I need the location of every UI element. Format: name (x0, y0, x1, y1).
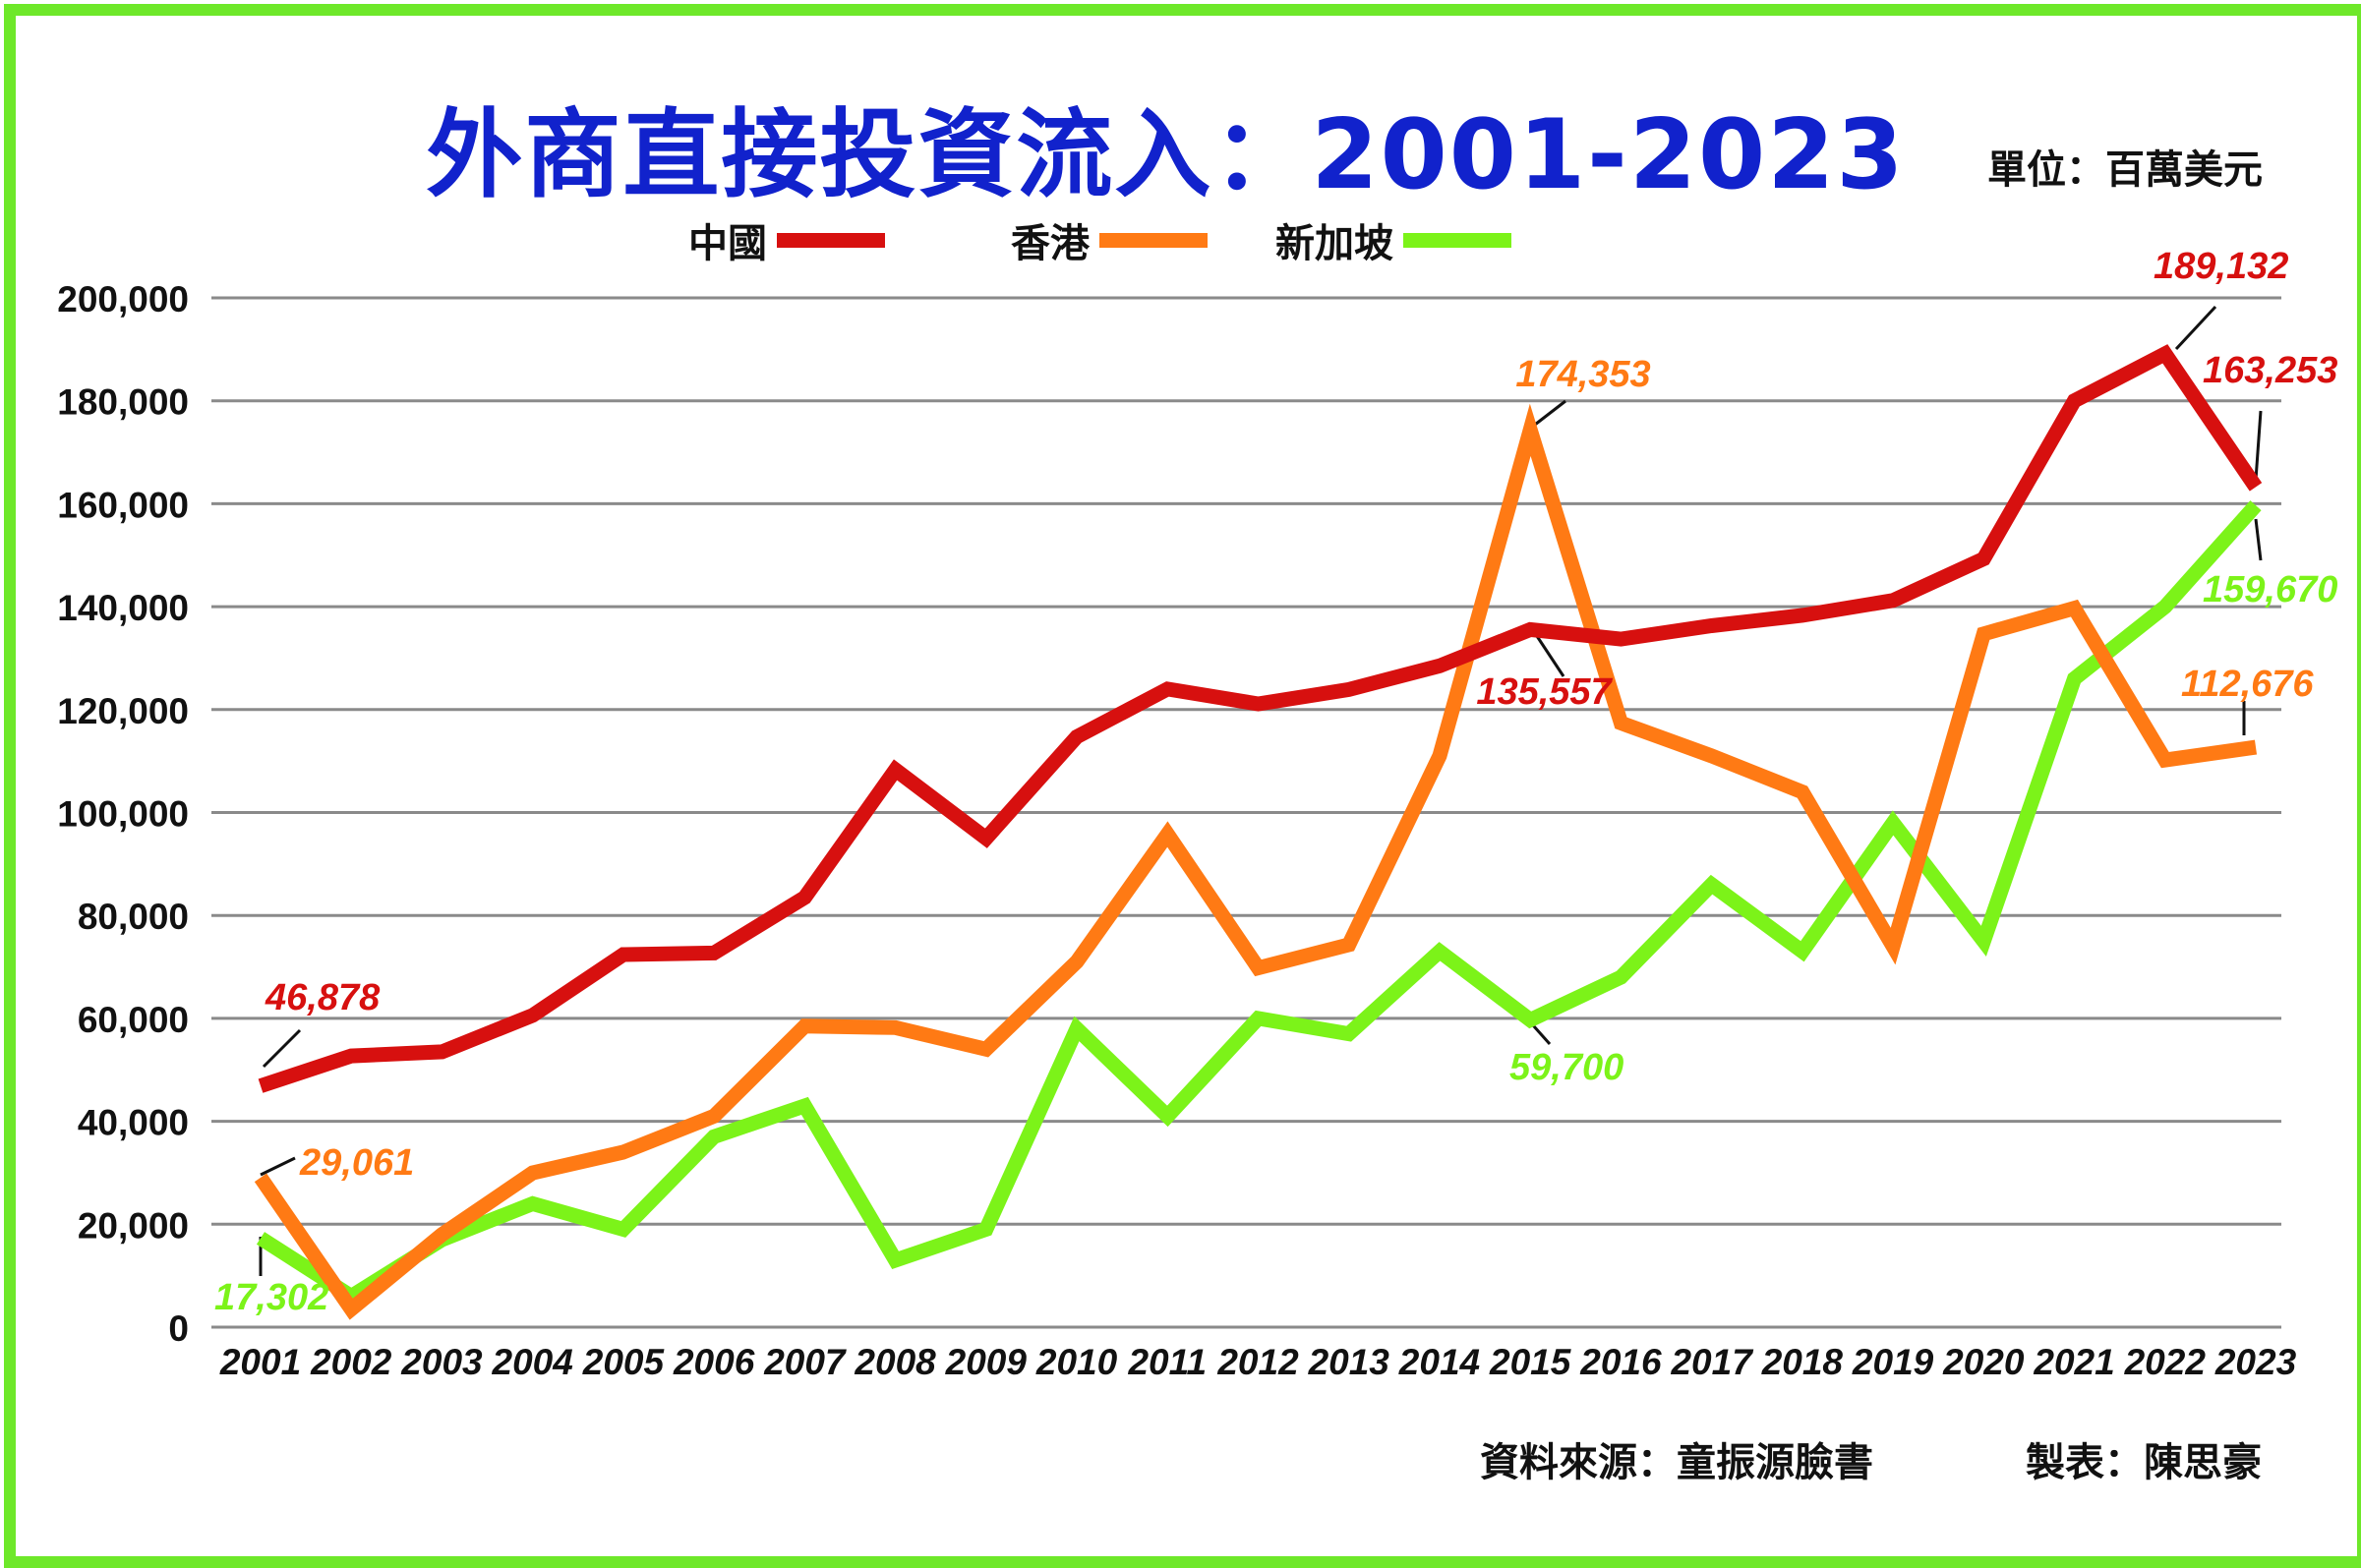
annotation-leader (262, 1028, 302, 1069)
legend-item-hongkong: 香港 (1011, 211, 1208, 268)
annotation-leader (2254, 410, 2263, 481)
annotation-leader (2174, 305, 2217, 351)
source-label: 資料來源：童振源臉書 (1480, 1440, 1873, 1485)
y-tick-label: 0 (168, 1308, 189, 1349)
x-tick-label: 2018 (1761, 1342, 1844, 1382)
data-labels: 46,878 135,557 189,132 163,253 29,061 174,353… (214, 246, 2337, 1318)
x-tick-label: 2014 (1398, 1342, 1480, 1382)
x-tick-label: 2011 (1127, 1342, 1207, 1382)
x-tick-label: 2006 (673, 1342, 755, 1382)
x-tick-label: 2019 (1852, 1342, 1934, 1382)
x-tick-label: 2007 (763, 1342, 848, 1382)
y-tick-label: 60,000 (78, 1000, 189, 1040)
data-label: 112,676 (2181, 664, 2314, 705)
legend-swatch-china (777, 232, 885, 248)
x-tick-label: 2020 (1942, 1342, 2025, 1382)
data-label: 163,253 (2203, 350, 2337, 391)
data-label: 135,557 (1476, 671, 1613, 713)
unit-label: 單位：百萬美元 (1987, 147, 2263, 193)
annotation-leader (2254, 518, 2263, 561)
y-tick-label: 200,000 (57, 279, 189, 319)
x-tick-label: 2012 (1216, 1342, 1299, 1382)
legend-item-china: 中國 (688, 211, 885, 268)
x-tick-label: 2004 (492, 1342, 573, 1382)
legend-swatch-singapore (1403, 232, 1511, 248)
maker-label: 製表：陳思豪 (2026, 1440, 2262, 1485)
data-label: 59,700 (1509, 1047, 1623, 1088)
legend-swatch-hongkong (1099, 232, 1208, 248)
grid-layer (211, 296, 2281, 1329)
y-tick-label: 140,000 (57, 588, 189, 628)
data-label: 189,132 (2154, 246, 2288, 287)
x-tick-label: 2010 (1035, 1342, 1118, 1382)
data-label: 174,353 (1515, 354, 1650, 395)
x-tick-label: 2008 (854, 1342, 936, 1382)
data-label: 17,302 (214, 1277, 328, 1318)
x-tick-label: 2003 (400, 1342, 483, 1382)
y-tick-label: 40,000 (78, 1103, 189, 1143)
annotation-leaders (259, 305, 2263, 1276)
x-tick-label: 2016 (1579, 1342, 1662, 1382)
x-tick-label: 2009 (945, 1342, 1028, 1382)
series-line-hongkong (254, 403, 2258, 1320)
data-label: 159,670 (2203, 569, 2337, 610)
y-tick-label: 80,000 (78, 897, 189, 937)
x-tick-label: 2017 (1670, 1342, 1754, 1382)
series-line-china (258, 344, 2263, 1093)
x-tick-label: 2001 (219, 1342, 301, 1382)
chart-title: 外商直接投資流入：2001-2023 (426, 99, 1906, 211)
legend-item-singapore: 新加坡 (1275, 211, 1511, 268)
series-line-singapore (256, 500, 2262, 1306)
data-label: 46,878 (265, 977, 381, 1018)
x-tick-label: 2023 (2214, 1342, 2297, 1382)
x-tick-labels: 2001 2002 2003 2004 2005 2006 2007 2008 2009 2010… (219, 1342, 2297, 1382)
x-tick-label: 2002 (310, 1342, 392, 1382)
series-lines (254, 344, 2263, 1320)
x-tick-label: 2005 (582, 1342, 666, 1382)
y-tick-label: 100,000 (57, 794, 189, 835)
x-tick-label: 2015 (1489, 1342, 1572, 1382)
x-tick-label: 2022 (2124, 1342, 2207, 1382)
data-label: 29,061 (299, 1142, 414, 1184)
y-tick-labels: 0 20,000 40,000 60,000 80,000 100,000 120,000 1… (57, 279, 189, 1349)
x-tick-label: 2013 (1308, 1342, 1390, 1382)
legend-label-hongkong: 香港 (1011, 221, 1090, 266)
legend-label-china: 中國 (688, 221, 767, 266)
y-tick-label: 180,000 (57, 382, 189, 423)
y-tick-label: 120,000 (57, 691, 189, 731)
y-tick-label: 160,000 (57, 485, 189, 525)
legend-label-singapore: 新加坡 (1275, 221, 1393, 266)
annotation-leader (260, 1156, 296, 1177)
y-tick-label: 20,000 (78, 1205, 189, 1246)
annotation-leader (1530, 399, 1566, 430)
x-tick-label: 2021 (2033, 1342, 2114, 1382)
